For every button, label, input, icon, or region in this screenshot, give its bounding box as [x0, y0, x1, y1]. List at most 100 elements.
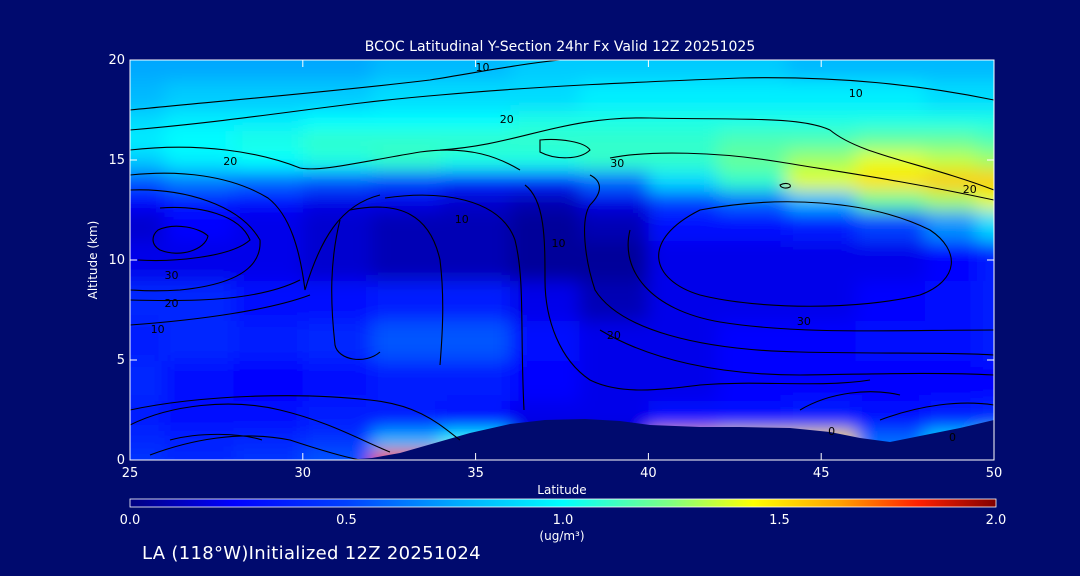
heatmap-cell	[976, 240, 994, 281]
heatmap-cell	[164, 150, 235, 171]
heatmap-cell	[579, 210, 650, 241]
heatmap-cell	[717, 320, 788, 361]
heatmap-cell	[302, 210, 373, 241]
heatmap-cell	[164, 110, 235, 131]
contour-line	[584, 174, 994, 356]
heatmap-cell	[441, 150, 512, 171]
y-tick-label: 15	[108, 153, 125, 168]
heatmap-cell	[579, 80, 650, 111]
heatmap-cell	[302, 400, 373, 431]
contour-line	[152, 225, 209, 254]
contour-line	[130, 146, 521, 171]
heatmap-cell	[510, 170, 581, 191]
heatmap-cell	[648, 210, 719, 241]
heatmap-cell	[441, 360, 512, 401]
heatmap-cell	[855, 150, 926, 171]
heatmap-cell	[976, 170, 994, 191]
heatmap-cell	[648, 130, 719, 151]
heatmap-cell	[976, 80, 994, 111]
heatmap-cell	[717, 150, 788, 171]
heatmap-cell	[371, 150, 443, 171]
heatmap-cell	[976, 150, 994, 171]
heatmap-cell	[233, 170, 304, 191]
contour-line	[384, 194, 525, 411]
heatmap-cell	[717, 60, 788, 81]
heatmap-cell	[371, 280, 443, 321]
heatmap-cell	[302, 360, 373, 401]
heatmap-cell	[855, 130, 926, 151]
heatmap-cell	[130, 80, 166, 111]
heatmap-cell	[579, 60, 650, 81]
heatmap-cell	[786, 150, 857, 171]
heatmap-cell	[371, 110, 443, 131]
heatmap-cell	[302, 110, 373, 131]
heatmap-cell	[510, 360, 581, 401]
colorbar-tick-label: 0.0	[120, 513, 141, 528]
y-tick-label: 0	[117, 453, 125, 468]
contour-line	[349, 206, 444, 366]
heatmap-cell	[441, 240, 512, 281]
heatmap-cell	[441, 400, 512, 431]
heatmap-cell	[130, 150, 166, 171]
contour-line	[627, 229, 994, 332]
x-tick-label: 25	[122, 466, 139, 481]
heatmap-cell	[233, 210, 304, 241]
heatmap-cell	[717, 210, 788, 241]
heatmap-cell	[130, 360, 166, 401]
axis-ticks: 25 30 35 40 45 50 0 5 10 15 20	[108, 53, 1002, 481]
heatmap-cell	[302, 280, 373, 321]
heatmap-cell	[164, 130, 235, 151]
heatmap-cell	[441, 130, 512, 151]
colorbar-tick-label: 2.0	[986, 513, 1007, 528]
heatmap-cell	[855, 80, 926, 111]
colorbar-unit-label: (ug/m³)	[539, 529, 584, 543]
heatmap-cell	[302, 240, 373, 281]
y-tick-label: 20	[108, 53, 125, 68]
y-tick-label: 10	[108, 253, 125, 268]
heatmap-cell	[924, 170, 978, 191]
heatmap-cell	[130, 450, 166, 460]
heatmap-cell	[924, 130, 978, 151]
contour-line	[799, 391, 901, 411]
heatmap-cell	[302, 430, 373, 451]
colorbar-tick-label: 1.5	[769, 513, 790, 528]
heatmap-cell	[786, 80, 857, 111]
x-axis-label: Latitude	[537, 483, 586, 497]
contour-line	[130, 403, 391, 453]
contour-line	[169, 433, 263, 441]
colorbar-gradient	[129, 498, 997, 508]
heatmap-cell	[786, 110, 857, 131]
heatmap-cell	[164, 320, 235, 361]
heatmap-cell	[130, 170, 166, 191]
heatmap-cell	[302, 320, 373, 361]
heatmap-cell	[371, 240, 443, 281]
heatmap-cell	[233, 190, 304, 211]
heatmap-cell	[786, 210, 857, 241]
y-axis-label: Altitude (km)	[86, 221, 100, 300]
heatmap-cell	[924, 280, 978, 321]
contour-line	[130, 279, 301, 302]
heatmap-cell	[510, 110, 581, 131]
contour-label: 20	[607, 329, 621, 342]
contour-line	[609, 152, 994, 201]
heatmap-cell	[233, 360, 304, 401]
heatmap-cell	[130, 110, 166, 131]
contour-labels: 10 10 20 20 30 20 10 10 30 20 10 30 20 0 0	[151, 61, 977, 444]
heatmap-cell	[579, 130, 650, 151]
contour-line	[599, 329, 994, 376]
heatmap-cell	[976, 130, 994, 151]
heatmap-cell	[924, 210, 978, 241]
contour-label: 20	[164, 297, 178, 310]
heatmap-cell	[976, 60, 994, 81]
heatmap-cell	[233, 450, 304, 460]
heatmap-cell	[164, 450, 235, 460]
contour-label: 20	[500, 113, 514, 126]
heatmap-cell	[924, 110, 978, 131]
heatmap-cell	[441, 80, 512, 111]
heatmap-cell	[648, 280, 719, 321]
heatmap-cell	[717, 190, 788, 211]
heatmap-cell	[786, 360, 857, 401]
heatmap-cell	[579, 240, 650, 281]
heatmap-cell	[441, 170, 512, 191]
heatmap-cell	[855, 110, 926, 131]
